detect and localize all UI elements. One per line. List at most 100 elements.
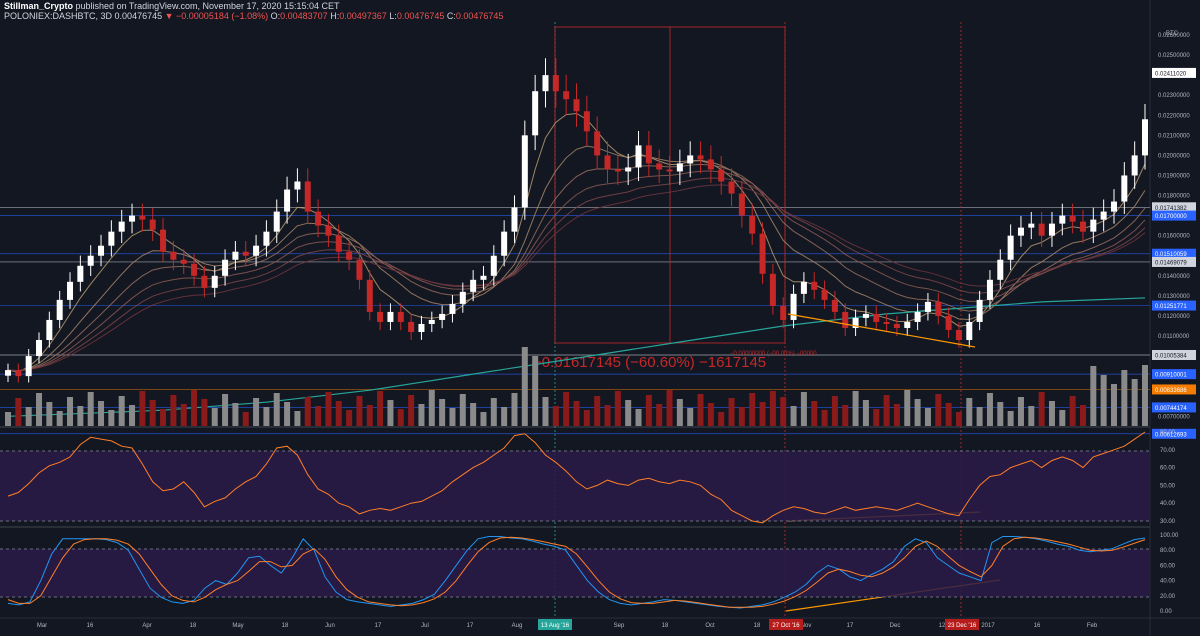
candle-body[interactable] — [129, 215, 136, 222]
rsi-pane[interactable] — [0, 431, 1150, 524]
candle-body[interactable] — [511, 207, 518, 232]
candle-body[interactable] — [397, 311, 404, 322]
candle-body[interactable] — [893, 323, 900, 328]
candle-body[interactable] — [1110, 201, 1117, 212]
candle-body[interactable] — [966, 321, 973, 341]
date-highlight[interactable] — [945, 619, 979, 630]
candle-body[interactable] — [98, 245, 105, 256]
candle-body[interactable] — [67, 281, 74, 300]
candle-body[interactable] — [604, 155, 611, 170]
date-highlight[interactable] — [538, 619, 572, 630]
candle-body[interactable] — [242, 251, 249, 256]
candle-body[interactable] — [707, 159, 714, 170]
candle-body[interactable] — [542, 75, 549, 92]
candle-body[interactable] — [635, 145, 642, 168]
candle-body[interactable] — [77, 265, 84, 282]
candle-body[interactable] — [1017, 227, 1024, 236]
symbol-name[interactable]: POLONIEX:DASHBTC, 3D — [4, 11, 113, 21]
candle-body[interactable] — [346, 251, 353, 260]
candle-body[interactable] — [428, 319, 435, 324]
candle-body[interactable] — [666, 169, 673, 172]
candle-body[interactable] — [325, 225, 332, 236]
candle-body[interactable] — [594, 131, 601, 156]
candle-body[interactable] — [728, 181, 735, 194]
candle-body[interactable] — [563, 91, 570, 100]
candle-body[interactable] — [211, 275, 218, 288]
candle-body[interactable] — [769, 273, 776, 306]
candle-body[interactable] — [759, 233, 766, 274]
candle-body[interactable] — [986, 279, 993, 300]
candle-body[interactable] — [842, 311, 849, 328]
candle-body[interactable] — [873, 313, 880, 322]
price-trendline[interactable] — [787, 313, 976, 348]
candle-body[interactable] — [883, 321, 890, 324]
candle-body[interactable] — [573, 99, 580, 112]
candle-body[interactable] — [697, 155, 704, 160]
candle-body[interactable] — [480, 275, 487, 280]
candle-body[interactable] — [935, 301, 942, 316]
candle-body[interactable] — [304, 181, 311, 212]
candle-body[interactable] — [1090, 219, 1097, 232]
candle-body[interactable] — [294, 181, 301, 190]
candle-body[interactable] — [614, 169, 621, 172]
date-highlight[interactable] — [769, 619, 803, 630]
rsi-axis[interactable]: 80.00 70.00 60.00 50.00 40.00 30.00 — [1160, 430, 1176, 525]
candle-body[interactable] — [790, 293, 797, 320]
candle-body[interactable] — [108, 231, 115, 246]
candle-body[interactable] — [976, 299, 983, 322]
candle-body[interactable] — [15, 370, 22, 377]
candle-body[interactable] — [408, 321, 415, 332]
candle-body[interactable] — [180, 259, 187, 264]
candle-body[interactable] — [5, 370, 11, 376]
candle-body[interactable] — [36, 340, 43, 357]
candle-body[interactable] — [273, 211, 280, 232]
candle-body[interactable] — [191, 263, 198, 276]
candle-body[interactable] — [1121, 175, 1128, 202]
candle-body[interactable] — [656, 163, 663, 170]
author-name[interactable]: Stillman_Crypto — [4, 1, 74, 11]
stoch-axis[interactable]: 100.00 80.00 60.00 40.00 20.00 0.00 — [1160, 533, 1179, 615]
candle-body[interactable] — [232, 251, 239, 260]
candle-body[interactable] — [335, 235, 342, 252]
candle-body[interactable] — [1059, 215, 1066, 224]
candle-body[interactable] — [1038, 223, 1045, 236]
candle-body[interactable] — [997, 259, 1004, 280]
candle-body[interactable] — [552, 75, 559, 92]
candle-body[interactable] — [1069, 215, 1076, 222]
candle-body[interactable] — [1131, 155, 1138, 176]
candle-body[interactable] — [1079, 221, 1086, 232]
candle-body[interactable] — [366, 279, 373, 312]
candle-body[interactable] — [1048, 223, 1055, 236]
candle-body[interactable] — [780, 305, 787, 320]
candle-body[interactable] — [676, 163, 683, 172]
candle-body[interactable] — [387, 311, 394, 322]
candle-body[interactable] — [418, 323, 425, 332]
candle-body[interactable] — [284, 189, 291, 212]
candle-body[interactable] — [1100, 211, 1107, 220]
candle-body[interactable] — [924, 301, 931, 312]
candle-body[interactable] — [253, 245, 260, 256]
candle-body[interactable] — [687, 155, 694, 164]
candle-body[interactable] — [449, 303, 456, 314]
candle-body[interactable] — [377, 311, 384, 322]
candle-body[interactable] — [315, 211, 322, 226]
candle-body[interactable] — [139, 215, 146, 220]
candle-body[interactable] — [1142, 119, 1148, 156]
candle-body[interactable] — [263, 231, 270, 246]
candle-body[interactable] — [490, 255, 497, 276]
candle-body[interactable] — [160, 229, 167, 252]
candle-body[interactable] — [583, 111, 590, 132]
candle-body[interactable] — [645, 145, 652, 164]
candle-body[interactable] — [625, 167, 632, 172]
candle-body[interactable] — [87, 255, 94, 266]
candle-body[interactable] — [718, 169, 725, 182]
candle-body[interactable] — [149, 219, 156, 230]
candle-body[interactable] — [222, 259, 229, 276]
candle-body[interactable] — [521, 135, 528, 208]
candle-body[interactable] — [25, 356, 32, 377]
candle-body[interactable] — [821, 289, 828, 300]
candle-body[interactable] — [170, 251, 177, 260]
candle-body[interactable] — [356, 259, 363, 280]
candle-body[interactable] — [749, 215, 756, 234]
